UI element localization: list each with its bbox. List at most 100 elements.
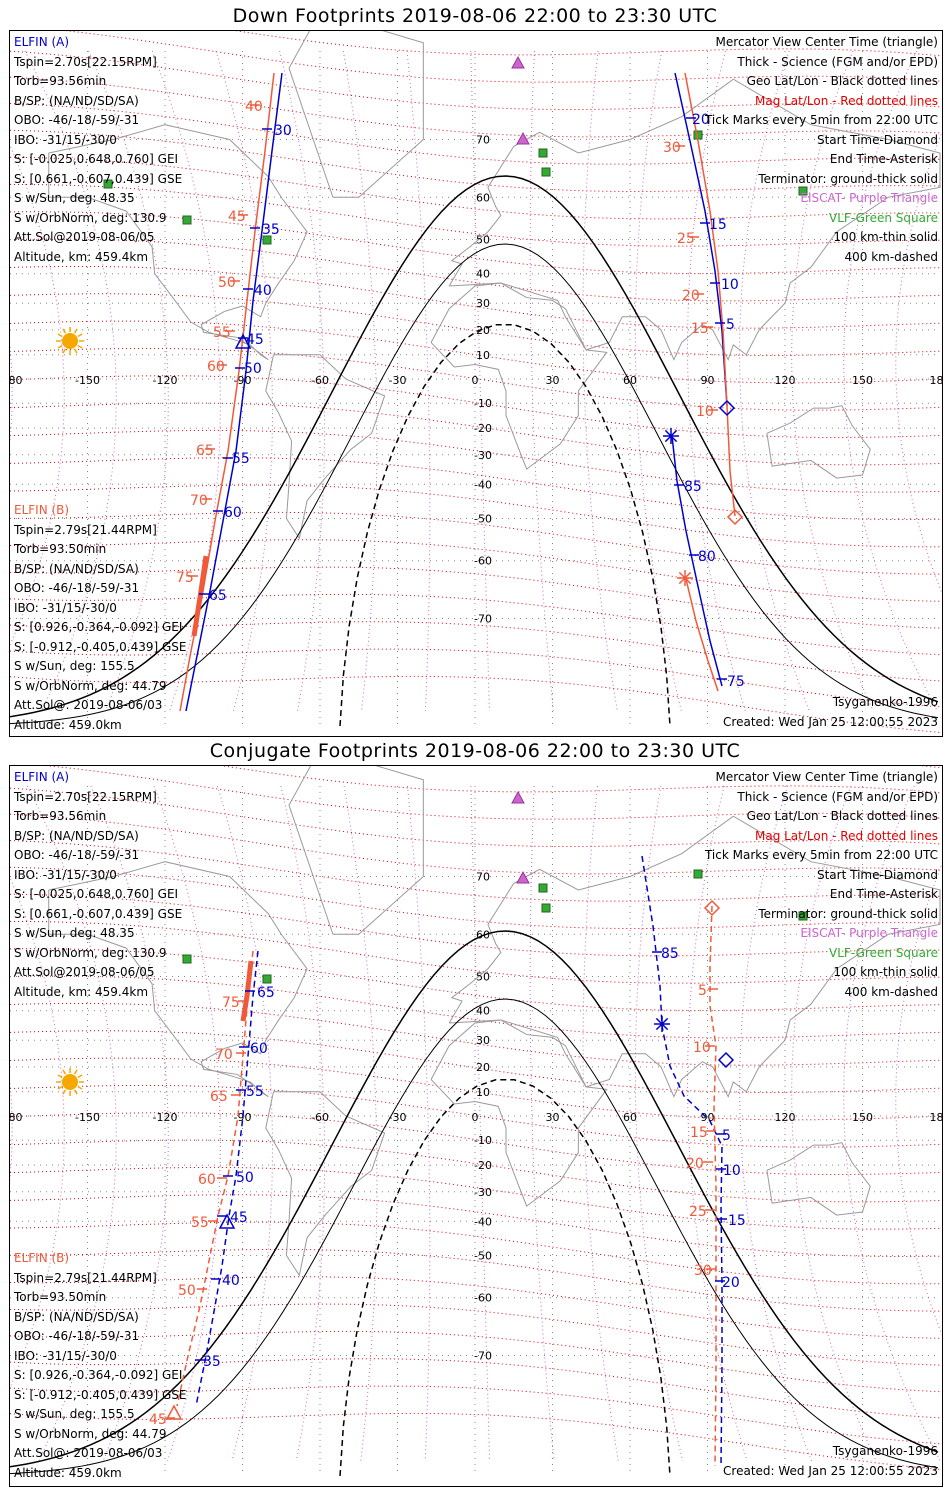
terminator-ground xyxy=(10,930,939,1468)
lat-tick-label: 30 xyxy=(476,1034,490,1047)
elfin-a-info: ELFIN (A) Tspin=2.70s[22.15RPM] Torb=93.… xyxy=(14,33,182,267)
track-tick-label: 15 xyxy=(709,217,727,233)
coastline xyxy=(448,78,941,361)
elfin-a-line: B/SP: (NA/ND/SD/SA) xyxy=(14,93,139,108)
lat-tick-label: -10 xyxy=(474,1134,492,1147)
lon-tick-label: 60 xyxy=(623,374,637,387)
geo-lon-line xyxy=(342,50,378,712)
track-tick-label: 75 xyxy=(176,570,194,586)
track-tick-label: 55 xyxy=(246,1084,264,1100)
geo-lon-line xyxy=(687,50,746,712)
track-tick-label: 25 xyxy=(677,231,695,247)
geo-lon-line xyxy=(24,50,117,712)
legend-item: Terminator: ground-thick solid xyxy=(758,906,938,921)
lat-tick-label: -60 xyxy=(474,1292,492,1305)
lat-tick-label: 40 xyxy=(476,1005,490,1018)
legend-item: Tick Marks every 5min from 22:00 UTC xyxy=(704,113,938,127)
track-tick-label: 10 xyxy=(723,1163,741,1179)
elfin-a-line: S: [0.661,-0.607,0.439] GSE xyxy=(14,171,183,186)
start-diamond-icon xyxy=(726,508,744,526)
lat-tick-label: 70 xyxy=(476,871,490,884)
geo-lon-line xyxy=(279,50,326,712)
elfin-b-line: Tspin=2.79s[21.44RPM] xyxy=(14,1270,157,1285)
geo-lon-line xyxy=(90,785,169,1462)
geo-lon-line xyxy=(216,785,273,1462)
track-tick-label: 15 xyxy=(690,1125,708,1141)
sun-ray xyxy=(77,333,83,338)
lon-tick-label: 0 xyxy=(472,374,479,387)
eiscat-triangle-icon xyxy=(511,790,525,804)
legend-item: Mercator View Center Time (triangle) xyxy=(715,35,938,49)
elfin-a-north-track xyxy=(195,950,259,1407)
terminator-100km xyxy=(10,998,939,1475)
lat-tick-label: 70 xyxy=(476,134,490,147)
vlf-square-icon xyxy=(538,148,548,158)
track-tick-label: 45 xyxy=(230,1210,248,1226)
elfin-b-line: OBO: -46/-18/-59/-31 xyxy=(14,581,140,595)
vlf-square-icon xyxy=(541,167,551,177)
lon-tick-label: 0 xyxy=(472,1111,479,1124)
lon-tick-label: -30 xyxy=(389,374,407,387)
sun-ray xyxy=(77,1085,83,1090)
vlf-square-icon xyxy=(262,974,272,984)
elfin-a-line: S: [-0.025,0.648,0.760] GEI xyxy=(14,152,179,166)
track-tick-label: 75 xyxy=(222,995,240,1011)
lat-tick-label: -50 xyxy=(474,512,492,525)
eiscat-triangle-icon xyxy=(516,870,530,884)
coastline xyxy=(48,861,308,1098)
elfin-a-line: Altitude, km: 459.4km xyxy=(14,249,149,264)
mag-lat-line xyxy=(10,103,941,165)
mag-lat-line xyxy=(64,31,941,83)
legend-item: Geo Lat/Lon - Black dotted lines xyxy=(746,809,938,823)
lon-tick-label: -30 xyxy=(389,1111,407,1124)
lat-tick-label: -30 xyxy=(474,1186,492,1199)
asterisk-stroke xyxy=(678,571,692,585)
elfin-a-line: S: [-0.025,0.648,0.760] GEI xyxy=(14,887,179,901)
geo-lon-line xyxy=(343,785,378,1462)
elfin-a-line: OBO: -46/-18/-59/-31 xyxy=(14,848,140,862)
track-tick-label: 50 xyxy=(218,275,236,291)
created-label: Created: Wed Jan 25 12:00:55 2023 xyxy=(723,1464,938,1478)
sun-ray xyxy=(62,1089,67,1095)
created-label: Created: Wed Jan 25 12:00:55 2023 xyxy=(723,715,938,729)
legend-item: End Time-Asterisk xyxy=(829,887,938,901)
end-asterisk-icon xyxy=(663,428,679,444)
elfin-a-header: ELFIN (A) xyxy=(14,35,70,49)
center-triangle-icon xyxy=(218,1213,236,1229)
track-tick-label: 35 xyxy=(262,222,280,238)
track-tick-label: 60 xyxy=(198,1172,216,1188)
track-tick-label: 25 xyxy=(689,1204,707,1220)
legend-item: Tick Marks every 5min from 22:00 UTC xyxy=(704,848,938,862)
lat-tick-label: -60 xyxy=(474,555,492,568)
lon-tick-label: -180 xyxy=(10,374,22,387)
legend-item: Thick - Science (FGM and/or EPD) xyxy=(737,789,938,804)
elfin-b-header: ELFIN (B) xyxy=(14,1251,70,1265)
geo-lon-line xyxy=(739,785,813,1462)
lon-tick-label: -150 xyxy=(75,374,100,387)
track-tick-label: 10 xyxy=(696,404,714,420)
panel2-title: Conjugate Footprints 2019-08-06 22:00 to… xyxy=(209,740,741,762)
terminator-400km xyxy=(339,324,671,727)
vlf-square-icon xyxy=(798,186,808,196)
lon-tick-label: 90 xyxy=(701,374,715,387)
track-tick-label: 75 xyxy=(727,674,745,690)
legend-item: End Time-Asterisk xyxy=(829,152,938,166)
sun-ray xyxy=(73,348,78,354)
mag-lat-line xyxy=(44,766,941,820)
lat-tick-label: 20 xyxy=(476,324,490,337)
geo-lon-line xyxy=(280,785,326,1462)
elfin-b-line: S: [-0.912,-0.405,0.439] GSE xyxy=(14,1387,187,1402)
coastline xyxy=(766,405,871,479)
center-triangle-icon xyxy=(234,333,252,349)
legend-item: Mag Lat/Lon - Red dotted lines xyxy=(754,93,938,108)
mag-lat-line xyxy=(10,893,941,957)
track-tick-label: 60 xyxy=(224,505,242,521)
geo-lon-line xyxy=(895,130,942,595)
elfin-b-line: Torb=93.50min xyxy=(14,1290,107,1304)
track-tick-label: 45 xyxy=(246,332,264,348)
geo-lon-line xyxy=(634,50,682,712)
track-tick-label: 85 xyxy=(684,479,702,495)
track-tick-label: 85 xyxy=(661,946,679,962)
lat-tick-label: -70 xyxy=(474,1349,492,1362)
track-tick-label: 70 xyxy=(190,493,208,509)
